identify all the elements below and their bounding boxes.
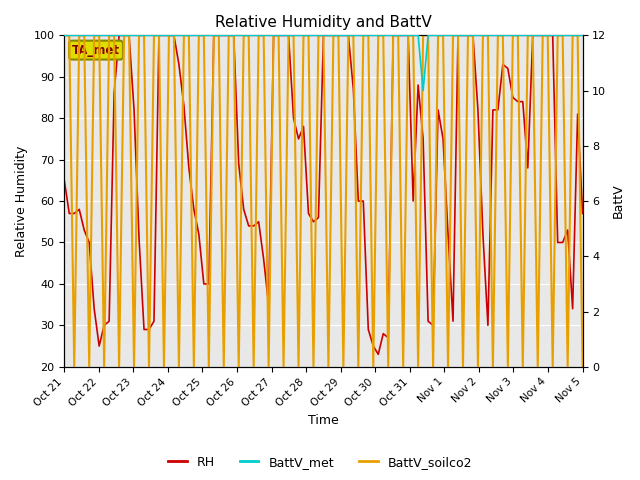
X-axis label: Time: Time xyxy=(308,414,339,427)
Y-axis label: Relative Humidity: Relative Humidity xyxy=(15,145,28,257)
Text: TA_met: TA_met xyxy=(72,44,120,57)
Title: Relative Humidity and BattV: Relative Humidity and BattV xyxy=(215,15,432,30)
Legend: RH, BattV_met, BattV_soilco2: RH, BattV_met, BattV_soilco2 xyxy=(163,451,477,474)
Y-axis label: BattV: BattV xyxy=(612,184,625,218)
